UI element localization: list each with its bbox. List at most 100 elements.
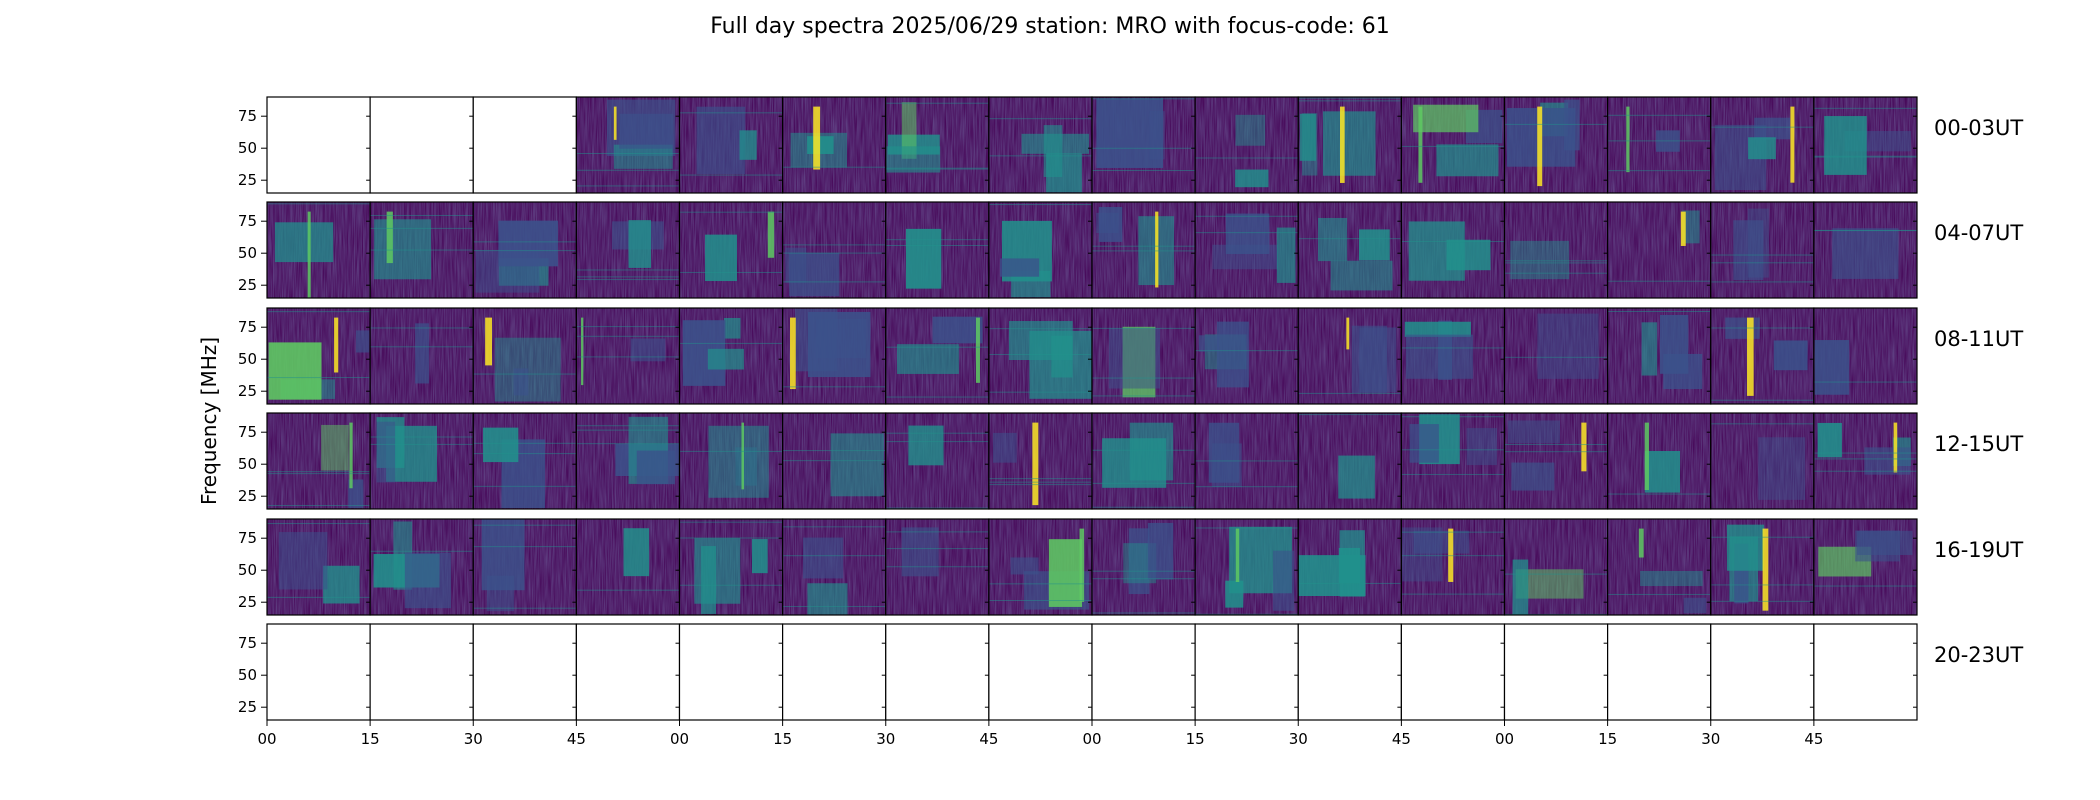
empty-panel [370, 97, 474, 193]
y-tick-label: 25 [238, 593, 257, 611]
spectrogram-panel [1194, 412, 1299, 510]
empty-panel [1710, 624, 1814, 720]
spectrogram-panel [988, 623, 1093, 721]
burst-mark [1893, 422, 1898, 473]
spectrogram-panel [988, 412, 1093, 510]
interference-line [1813, 458, 1917, 460]
spectrogram-panel [472, 96, 577, 194]
burst-mark [1790, 106, 1795, 183]
spectrogram-texture [1504, 308, 1608, 404]
y-axis-label: Frequency [MHz] [197, 337, 221, 505]
interference-line [267, 471, 371, 473]
interference-line [782, 606, 886, 608]
empty-panel [473, 624, 577, 720]
emission-block [932, 316, 983, 344]
x-tick-label: 30 [1701, 730, 1720, 748]
spectrogram-panel [1400, 518, 1506, 616]
emission-block [696, 106, 746, 174]
interference-line [1298, 100, 1402, 102]
interference-line [473, 524, 577, 526]
interference-line [576, 185, 680, 187]
interference-line [1401, 593, 1505, 595]
interference-line [782, 281, 886, 283]
burst-mark [613, 106, 617, 140]
x-axis: 00 15 30 45 00 15 30 45 00 15 30 45 00 15 30 45 [257, 720, 1823, 748]
y-tick-label: 75 [238, 634, 257, 652]
spectrogram-panel [575, 623, 681, 721]
interference-line [1504, 451, 1608, 453]
spectrogram-panel [1813, 518, 1918, 616]
interference-line [473, 241, 577, 243]
emission-block [1644, 451, 1681, 493]
emission-block [1726, 524, 1765, 571]
interference-line [782, 526, 886, 528]
spectrogram-panel [1503, 96, 1609, 194]
spectra-row-20-23UT: 25 50 75 20-23UT [238, 623, 2023, 721]
spectrogram-panel [266, 201, 371, 299]
emission-block [1322, 111, 1376, 176]
interference-line [576, 276, 680, 278]
interference-line [885, 507, 989, 509]
burst-mark [1418, 106, 1423, 183]
emission-block [897, 344, 959, 374]
interference-line [1092, 395, 1196, 397]
empty-panel [1092, 624, 1196, 720]
interference-line [782, 386, 886, 388]
spectrogram-panel [1607, 307, 1712, 405]
emission-block [803, 537, 844, 579]
interference-line [1710, 327, 1814, 329]
emission-block [901, 102, 917, 159]
emission-block [1128, 528, 1150, 595]
x-tick-label: 00 [1495, 730, 1514, 748]
interference-line [1195, 157, 1299, 159]
emission-block [905, 228, 942, 289]
interference-line [1813, 381, 1917, 383]
x-tick-label: 15 [773, 730, 792, 748]
spectrogram-panel [472, 201, 577, 299]
emission-block [807, 583, 848, 615]
emission-block [1408, 221, 1465, 281]
spectrogram-panel [988, 307, 1093, 405]
emission-block [1235, 169, 1269, 188]
empty-panel [1298, 624, 1402, 720]
spectrogram-panel [678, 412, 784, 510]
x-tick-label: 00 [257, 730, 276, 748]
emission-block [1198, 335, 1219, 352]
spectrogram-panel [1091, 623, 1196, 721]
spectrogram-panel [678, 96, 784, 194]
interference-line [885, 566, 989, 568]
interference-line [1813, 585, 1917, 587]
interference-line [473, 485, 577, 487]
spectrogram-panel [575, 518, 681, 616]
interference-line [1813, 452, 1917, 454]
spectrogram-panel [369, 518, 474, 616]
spectrogram-panel [1813, 96, 1918, 194]
row-label: 20-23UT [1934, 643, 2023, 667]
empty-panel [782, 624, 886, 720]
interference-line [370, 436, 474, 438]
y-tick-label: 50 [238, 561, 257, 579]
x-tick-label: 45 [567, 730, 586, 748]
interference-line [1607, 493, 1711, 495]
emission-block [1102, 438, 1167, 488]
burst-mark [1638, 528, 1644, 558]
burst-mark [349, 422, 353, 489]
interference-line [1092, 327, 1196, 329]
spectrogram-panel [885, 623, 990, 721]
y-tick-label: 25 [238, 382, 257, 400]
panel-frame [1813, 96, 1918, 194]
emission-block [1640, 570, 1703, 587]
emission-block [908, 425, 944, 466]
interference-line [370, 227, 474, 229]
spectrogram-panel [1194, 96, 1299, 194]
interference-line [679, 521, 783, 523]
emission-block [1225, 580, 1244, 608]
emission-block [1216, 321, 1249, 388]
interference-line [1504, 262, 1608, 264]
spectrogram-panel [782, 623, 887, 721]
burst-mark [975, 317, 980, 383]
burst-mark [1680, 211, 1686, 246]
burst-mark [1626, 106, 1630, 173]
interference-line [576, 589, 680, 591]
interference-line [1298, 238, 1402, 240]
